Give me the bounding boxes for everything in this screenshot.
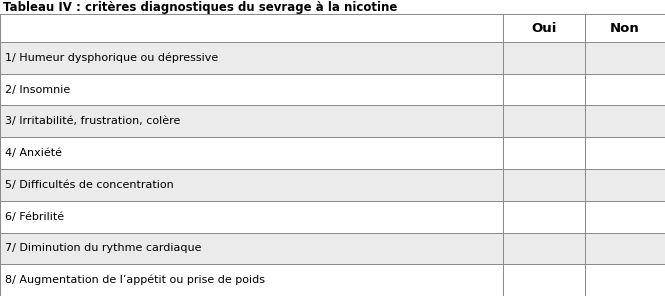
Text: 6/ Fébrilité: 6/ Fébrilité xyxy=(5,212,65,222)
Bar xyxy=(0,105,665,137)
Bar xyxy=(0,42,665,74)
Bar xyxy=(0,201,665,232)
Bar xyxy=(0,264,665,296)
Text: Tableau IV : critères diagnostiques du sevrage à la nicotine: Tableau IV : critères diagnostiques du s… xyxy=(3,1,398,15)
Text: 5/ Difficultés de concentration: 5/ Difficultés de concentration xyxy=(5,180,174,190)
Bar xyxy=(0,74,665,105)
Text: 1/ Humeur dysphorique ou dépressive: 1/ Humeur dysphorique ou dépressive xyxy=(5,53,219,63)
Text: 8/ Augmentation de l’appétit ou prise de poids: 8/ Augmentation de l’appétit ou prise de… xyxy=(5,275,265,285)
Text: 2/ Insomnie: 2/ Insomnie xyxy=(5,85,70,95)
Text: Non: Non xyxy=(610,22,640,35)
Text: Oui: Oui xyxy=(531,22,557,35)
Bar xyxy=(0,137,665,169)
Bar xyxy=(0,169,665,201)
Bar xyxy=(0,14,665,42)
Bar xyxy=(0,232,665,264)
Text: 4/ Anxiété: 4/ Anxiété xyxy=(5,148,63,158)
Text: 7/ Diminution du rythme cardiaque: 7/ Diminution du rythme cardiaque xyxy=(5,243,201,253)
Text: 3/ Irritabilité, frustration, colère: 3/ Irritabilité, frustration, colère xyxy=(5,116,181,126)
